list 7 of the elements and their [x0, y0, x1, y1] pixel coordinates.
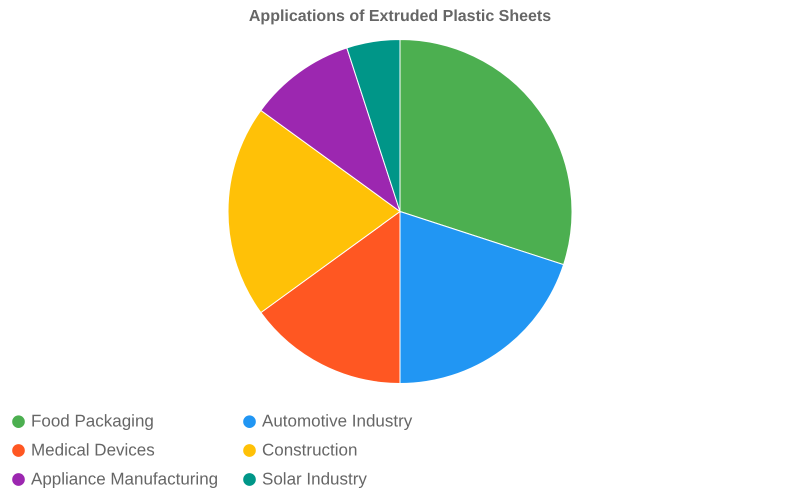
legend-label: Construction	[262, 440, 358, 460]
legend-label: Solar Industry	[262, 470, 368, 488]
legend-label: Food Packaging	[31, 412, 154, 431]
legend-label: Appliance Manufacturing	[31, 470, 218, 488]
legend-label: Medical Devices	[31, 440, 155, 460]
legend-label: Automotive Industry	[262, 412, 413, 431]
chart-title: Applications of Extruded Plastic Sheets	[248, 8, 552, 25]
